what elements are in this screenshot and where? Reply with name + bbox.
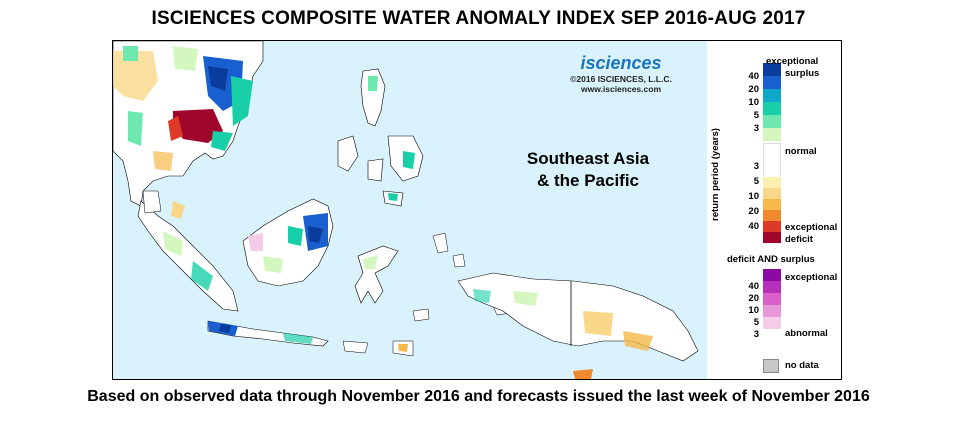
legend-surplus-tick-1: 20: [748, 84, 759, 95]
legend-surplus-title-1: exceptional: [766, 56, 819, 67]
map-frame: isciences ©2016 ISCIENCES, L.L.C. www.is…: [112, 40, 842, 380]
legend-both-exceptional: exceptional: [785, 272, 838, 283]
map-canvas[interactable]: [113, 41, 707, 379]
new-guinea-landmass: [457, 272, 699, 379]
legend-both-tick-1: 20: [748, 293, 759, 304]
legend-both-swatch-4: [763, 317, 781, 329]
map-title: ISCIENCES COMPOSITE WATER ANOMALY INDEX …: [151, 8, 806, 29]
legend-surplus-tick-0: 40: [748, 71, 759, 82]
isciences-logo[interactable]: isciences ©2016 ISCIENCES, L.L.C. www.is…: [556, 53, 686, 94]
legend-surplus-tick-3: 5: [753, 110, 759, 121]
legend-deficit-swatch-2: [763, 199, 781, 210]
borneo-landmass: [242, 198, 334, 287]
indochina-landmass: [113, 41, 264, 207]
legend-deficit-swatch-0: [763, 177, 781, 188]
legend-both-swatch-3: [763, 305, 781, 317]
legend-surplus-tick-2: 10: [748, 97, 759, 108]
legend-both-header: deficit AND surplus: [727, 254, 815, 265]
legend-both-tick-2: 10: [748, 305, 759, 316]
legend-surplus-title-2: surplus: [785, 68, 820, 79]
legend-both-swatch-1: [763, 281, 781, 293]
legend-deficit-ramp: [763, 177, 781, 243]
legend-both-swatch-2: [763, 293, 781, 305]
legend-deficit-swatch-1: [763, 188, 781, 199]
legend-both-swatch-0: [763, 269, 781, 281]
region-label: Southeast Asia & the Pacific: [503, 148, 673, 192]
legend-both-tick-3: 5: [753, 317, 759, 328]
legend-surplus-tick-4: 3: [753, 123, 759, 134]
legend-deficit-swatch-5: [763, 232, 781, 243]
legend-no-data-swatch: [763, 359, 779, 373]
legend-deficit-tick-1: 5: [753, 176, 759, 187]
legend-both-ramp: [763, 269, 781, 329]
legend-deficit-swatch-3: [763, 210, 781, 221]
legend-deficit-title-2: deficit: [785, 234, 813, 245]
region-label-line1: Southeast Asia: [526, 149, 650, 168]
region-label-line2: & the Pacific: [536, 171, 640, 190]
legend-deficit-tick-0: 3: [753, 161, 759, 172]
legend-surplus-swatch-1: [763, 76, 781, 89]
legend-deficit-tick-4: 40: [748, 221, 759, 232]
legend-both-tick-0: 40: [748, 281, 759, 292]
philippines-landmass: [337, 68, 424, 207]
logo-wordmark: isciences: [580, 53, 662, 73]
legend-surplus-swatch-0: [763, 63, 781, 76]
legend-surplus-swatch-4: [763, 115, 781, 128]
legend-both-abnormal: abnormal: [785, 328, 828, 339]
legend-surplus-ramp: [763, 63, 781, 141]
java-landmass: [207, 320, 329, 347]
logo-copyright: ©2016 ISCIENCES, L.L.C.: [570, 74, 672, 84]
sulawesi-landmass: [354, 245, 399, 304]
legend-deficit-title-1: exceptional: [785, 222, 838, 233]
legend-deficit-swatch-4: [763, 221, 781, 232]
legend-deficit-tick-2: 10: [748, 191, 759, 202]
legend-both-tick-4: 3: [753, 329, 759, 340]
footer-caption: Based on observed data through November …: [87, 388, 870, 405]
legend-surplus-swatch-2: [763, 89, 781, 102]
sumatra-landmass: [137, 190, 239, 312]
legend-surplus-swatch-3: [763, 102, 781, 115]
legend-deficit-tick-3: 20: [748, 206, 759, 217]
legend-surplus-swatch-5: [763, 128, 781, 141]
legend-axis-label: return period (years): [710, 128, 721, 221]
logo-url[interactable]: www.isciences.com: [581, 84, 661, 94]
legend-no-data-label: no data: [785, 360, 819, 371]
legend-normal-label: normal: [785, 146, 817, 157]
